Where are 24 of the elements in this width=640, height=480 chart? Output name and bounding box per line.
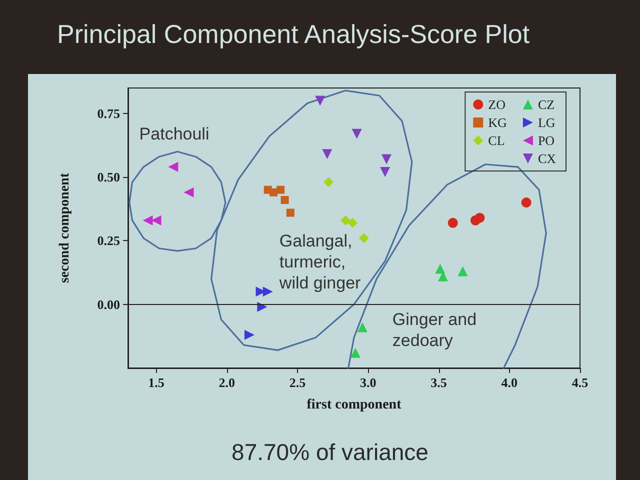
x-tick-label: 4.0: [501, 375, 518, 390]
y-tick-label: 0.50: [97, 170, 120, 185]
legend-label: ZO: [488, 97, 506, 112]
legend-label: KG: [488, 115, 507, 130]
legend-label: PO: [538, 133, 555, 148]
x-tick-label: 2.0: [218, 375, 235, 390]
y-axis-title: second component: [58, 172, 72, 284]
y-tick-label: 0.00: [97, 296, 120, 312]
annotation: Galangal, turmeric, wild ginger: [278, 232, 362, 293]
annotation: Patchouli: [139, 124, 210, 144]
x-tick-label: 1.5: [148, 375, 165, 390]
x-tick-label: 4.5: [572, 375, 589, 390]
legend-label: LG: [538, 115, 556, 130]
y-tick-label: 0.75: [97, 106, 120, 121]
legend-label: CX: [538, 151, 557, 166]
legend-label: CZ: [538, 97, 555, 112]
x-tick-label: 3.5: [430, 375, 448, 390]
chart-title: Principal Component Analysis-Score Plot: [57, 19, 530, 49]
text: 87.70% of variance: [232, 439, 428, 465]
legend-label: CL: [488, 133, 505, 148]
x-axis-title: first component: [306, 398, 402, 412]
x-tick-label: 3.0: [360, 375, 376, 390]
x-tick-label: 2.5: [289, 375, 306, 390]
y-tick-label: 0.25: [97, 233, 120, 248]
